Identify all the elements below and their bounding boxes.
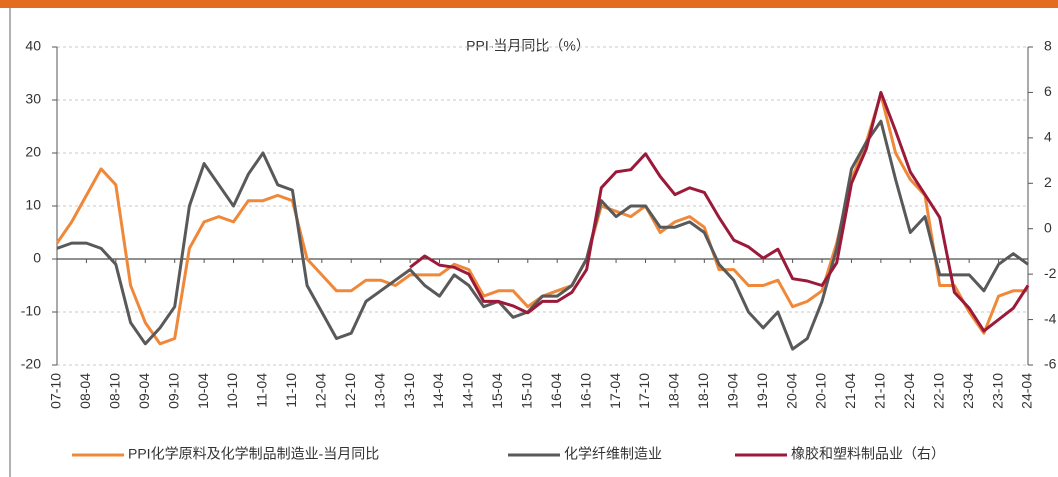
series-line xyxy=(409,90,1030,333)
x-tick-label: 15-10 xyxy=(518,373,534,409)
y2-tick-label: -2 xyxy=(1044,265,1057,281)
x-tick-label: 21-04 xyxy=(842,373,858,409)
x-tick-label: 22-10 xyxy=(930,373,946,409)
y2-tick-label: 0 xyxy=(1044,219,1052,235)
x-tick-label: 24-04 xyxy=(1019,373,1035,409)
y2-tick-label: -6 xyxy=(1044,356,1057,372)
x-tick-label: 14-10 xyxy=(460,373,476,409)
x-tick-label: 19-04 xyxy=(724,373,740,409)
x-tick-label: 22-04 xyxy=(901,373,917,409)
x-tick-label: 16-04 xyxy=(548,373,564,409)
chart-title: PPI-当月同比（%） xyxy=(466,38,590,54)
legend-label: 化学纤维制造业 xyxy=(564,446,662,462)
x-tick-label: 13-10 xyxy=(401,373,417,409)
x-tick-label: 17-10 xyxy=(636,373,652,409)
legend-label: PPI化学原料及化学制品制造业-当月同比 xyxy=(128,446,379,462)
x-tick-label: 20-10 xyxy=(813,373,829,409)
x-tick-label: 18-04 xyxy=(666,373,682,409)
series-line xyxy=(56,119,1029,351)
x-tick-label: 18-10 xyxy=(695,373,711,409)
x-tick-label: 17-04 xyxy=(607,373,623,409)
y2-tick-label: 6 xyxy=(1044,83,1052,99)
y-tick-label: 40 xyxy=(25,38,41,54)
x-tick-label: 08-04 xyxy=(77,373,93,409)
x-tick-label: 13-04 xyxy=(371,373,387,409)
x-tick-label: 23-04 xyxy=(960,373,976,409)
x-tick-label: 11-04 xyxy=(254,373,270,408)
x-tick-label: 21-10 xyxy=(872,373,888,409)
y-tick-label: 10 xyxy=(25,197,41,213)
top-bar xyxy=(0,0,1058,8)
x-tick-label: 09-10 xyxy=(165,373,181,409)
x-tick-label: 11-10 xyxy=(283,373,299,408)
x-tick-label: 15-04 xyxy=(489,373,505,409)
x-tick-label: 16-10 xyxy=(577,373,593,409)
y2-tick-label: -4 xyxy=(1044,310,1057,326)
y-tick-label: 20 xyxy=(25,144,41,160)
x-tick-label: 12-04 xyxy=(313,373,329,409)
x-tick-label: 23-10 xyxy=(989,373,1005,409)
y-tick-label: 30 xyxy=(25,91,41,107)
x-tick-label: 10-10 xyxy=(224,373,240,409)
y2-tick-label: 2 xyxy=(1044,174,1052,190)
y-tick-label: -20 xyxy=(21,356,41,372)
x-tick-label: 14-04 xyxy=(430,373,446,409)
y-tick-label: 0 xyxy=(33,250,41,266)
y2-tick-label: 4 xyxy=(1044,129,1052,145)
y2-tick-label: 8 xyxy=(1044,38,1052,54)
x-tick-label: 09-04 xyxy=(136,373,152,409)
x-tick-label: 12-10 xyxy=(342,373,358,409)
x-tick-label: 20-04 xyxy=(783,373,799,409)
x-tick-label: 10-04 xyxy=(195,373,211,409)
x-tick-label: 08-10 xyxy=(107,373,123,409)
x-tick-label: 19-10 xyxy=(754,373,770,409)
x-tick-label: 07-10 xyxy=(48,373,64,409)
y-tick-label: -10 xyxy=(21,303,41,319)
legend-label: 橡胶和塑料制品业（右） xyxy=(791,446,945,462)
